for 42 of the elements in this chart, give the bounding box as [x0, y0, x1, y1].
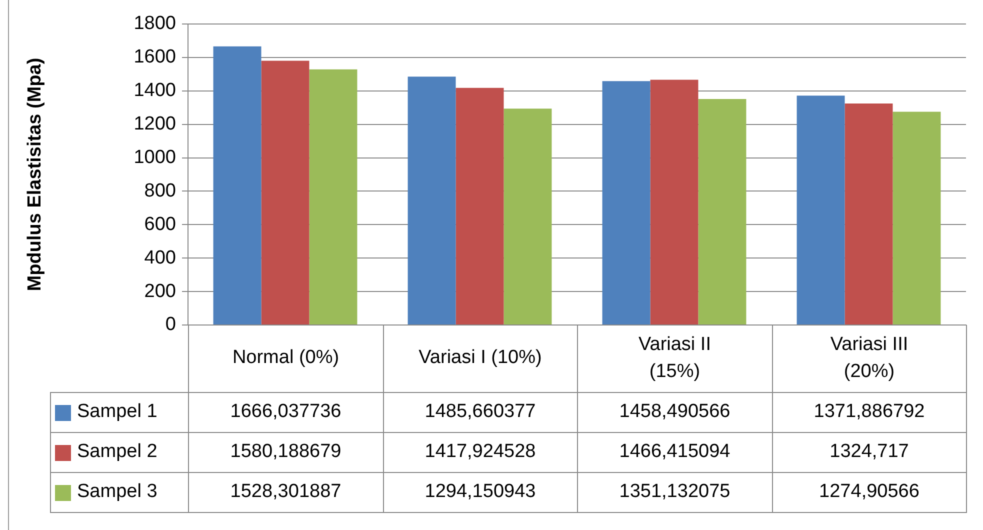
y-tick-label: 600 — [144, 214, 176, 235]
bar — [650, 80, 698, 324]
bar — [213, 46, 262, 324]
y-tick-label: 400 — [144, 247, 176, 268]
y-tick-label: 1600 — [134, 46, 176, 68]
data-label: 1371,886792 — [814, 400, 925, 424]
y-tick-label: 1000 — [134, 147, 176, 168]
bar — [602, 81, 650, 324]
data-label: 1485,660377 — [424, 400, 536, 424]
legend-label: Sampel 3 — [77, 480, 158, 504]
data-label: 1528,301887 — [230, 480, 342, 504]
data-label: 1580,188679 — [230, 440, 342, 464]
x-tick-label: Variasi III (20%) — [829, 332, 910, 384]
data-label: 1294,150943 — [424, 480, 536, 504]
data-label: 1351,132075 — [619, 480, 730, 504]
bar — [309, 69, 358, 324]
y-tick-label: 1800 — [134, 13, 176, 34]
legend-label: Sampel 1 — [77, 400, 158, 424]
bar — [892, 112, 941, 324]
y-tick-label: 1200 — [134, 114, 176, 135]
data-label: 1324,717 — [830, 440, 909, 464]
x-tick-label: Variasi II (15%) — [637, 332, 712, 384]
y-tick-label: 200 — [144, 280, 176, 302]
data-label: 1458,490566 — [619, 400, 730, 424]
x-tick-label: Normal (0%) — [232, 346, 340, 370]
bar — [504, 108, 552, 324]
bar — [796, 96, 845, 324]
bar — [698, 99, 746, 324]
y-tick-label: 0 — [165, 314, 176, 336]
bar — [408, 76, 456, 324]
bar — [844, 103, 893, 324]
x-tick-label: Variasi I (10%) — [418, 346, 542, 370]
data-label: 1274,90566 — [819, 480, 920, 504]
legend-label: Sampel 2 — [77, 440, 158, 464]
data-label: 1417,924528 — [424, 440, 536, 464]
y-axis-title: Mpdulus Elastisitas (Mpa) — [24, 58, 46, 292]
data-label: 1666,037736 — [230, 400, 342, 424]
y-tick-label: 800 — [144, 180, 176, 202]
bar — [261, 60, 310, 324]
bar — [456, 88, 504, 324]
y-tick-label: 1400 — [134, 80, 176, 102]
data-label: 1466,415094 — [619, 440, 730, 464]
